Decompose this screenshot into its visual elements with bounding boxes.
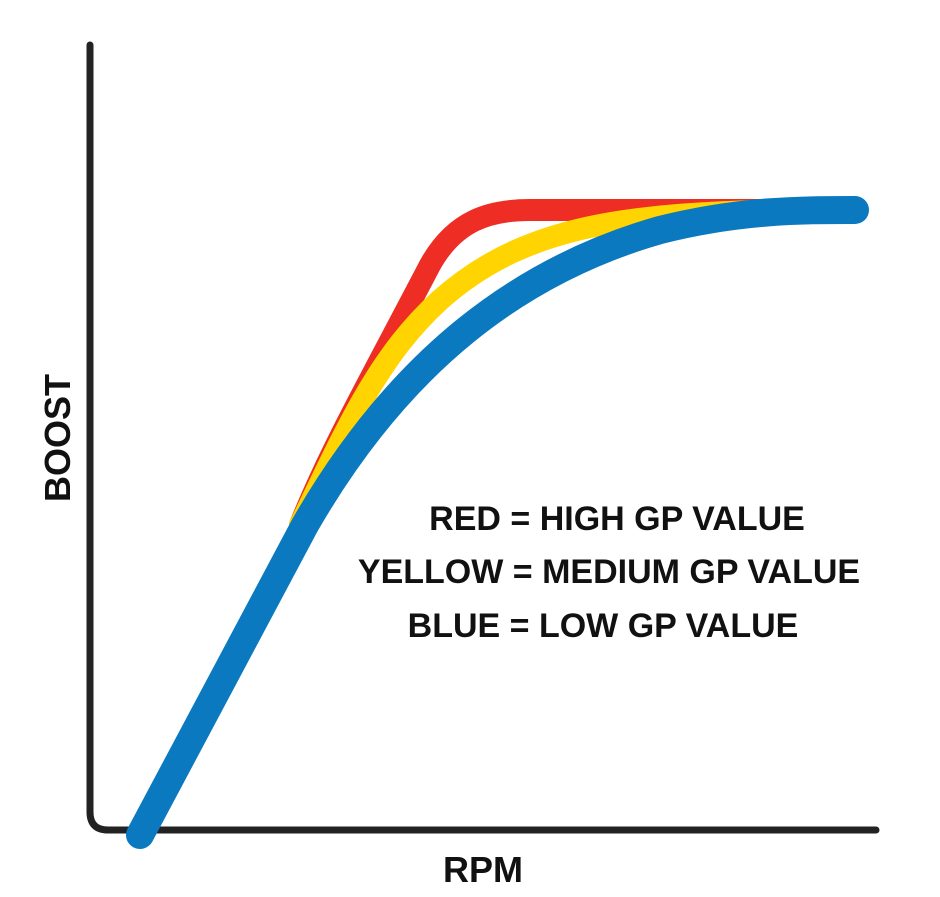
legend-entry-blue: BLUE = LOW GP VALUE	[408, 607, 799, 645]
legend-entry-yellow: YELLOW = MEDIUM GP VALUE	[358, 553, 860, 591]
axes	[86, 41, 880, 834]
x-axis-label: RPM	[443, 849, 523, 890]
y-axis-label: BOOST	[37, 374, 78, 502]
series-line-blue	[126, 196, 869, 849]
legend-entry-red: RED = HIGH GP VALUE	[429, 500, 805, 538]
